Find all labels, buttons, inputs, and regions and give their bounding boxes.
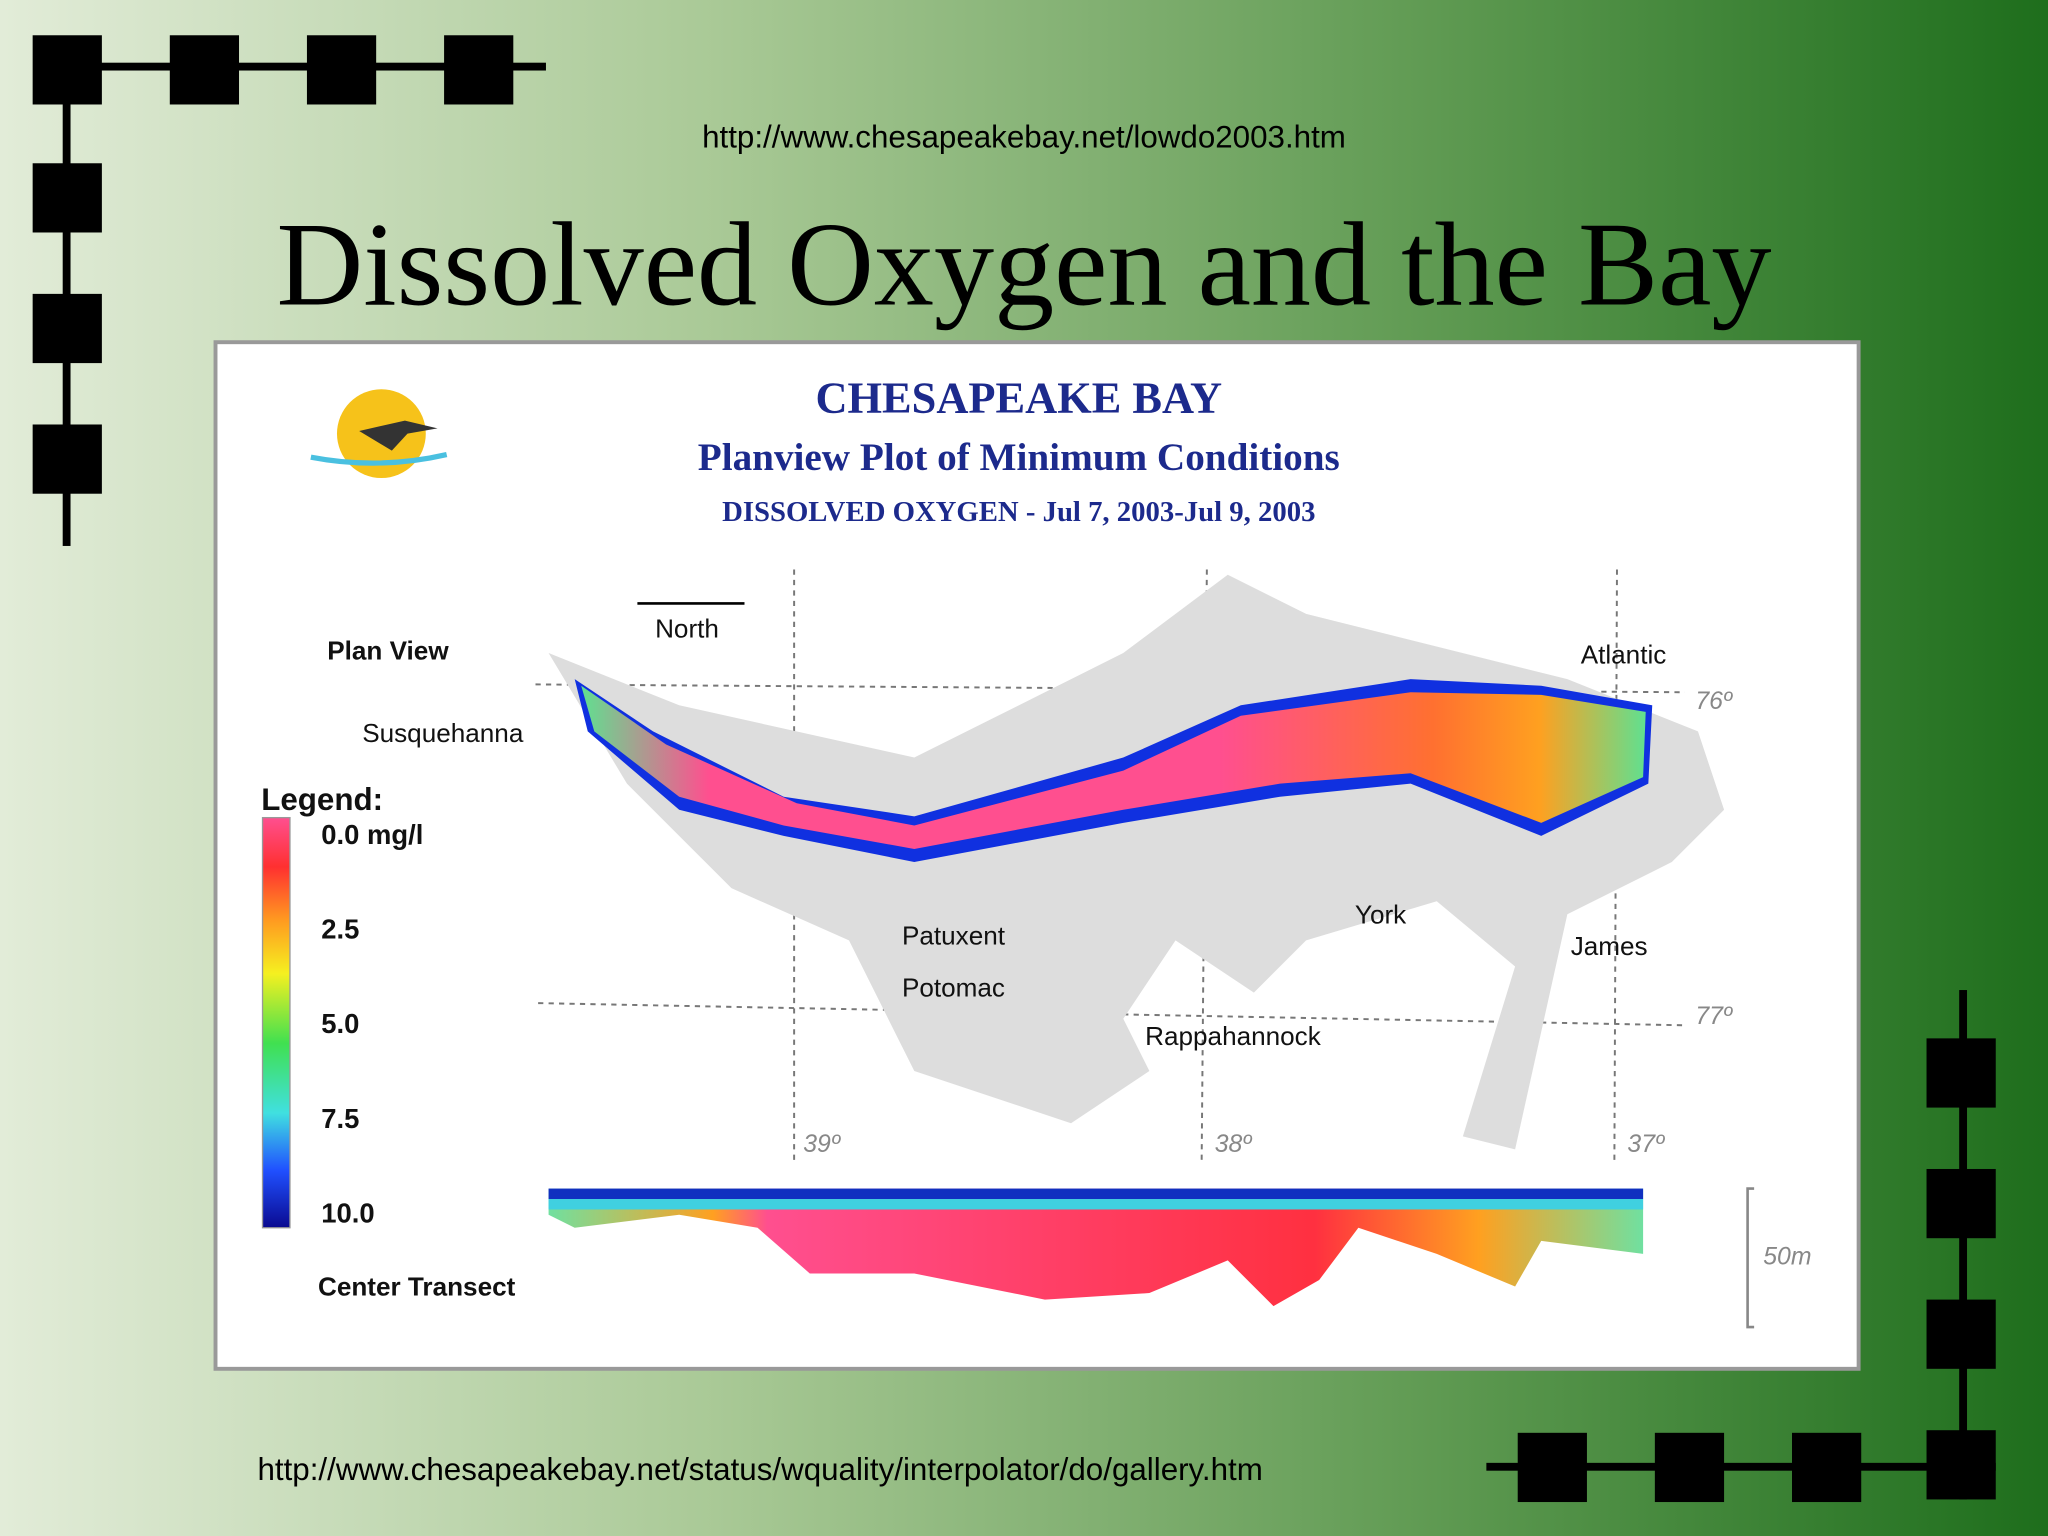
corner-decoration xyxy=(32,35,1996,1503)
figure-title: CHESAPEAKE BAY xyxy=(815,373,1222,423)
figure: CHESAPEAKE BAY Planview Plot of Minimum … xyxy=(213,340,1861,1371)
place-label: York xyxy=(1355,899,1407,929)
gallery-url[interactable]: http://www.chesapeakebay.net/status/wqua… xyxy=(257,1452,1262,1487)
place-label: James xyxy=(1571,931,1648,961)
source-url[interactable]: http://www.chesapeakebay.net/lowdo2003.h… xyxy=(702,120,1346,155)
grid-label: 37º xyxy=(1627,1131,1665,1158)
north-label: North xyxy=(655,613,719,643)
grid-label: 38º xyxy=(1215,1131,1253,1158)
slide-title: Dissolved Oxygen and the Bay xyxy=(276,197,1771,330)
legend-label: 10.0 xyxy=(321,1198,374,1229)
grid-label: 77º xyxy=(1695,1003,1733,1030)
legend-colorbar xyxy=(261,816,291,1229)
place-label: Patuxent xyxy=(902,920,1006,950)
place-label: Rappahannock xyxy=(1145,1021,1322,1051)
place-label: Atlantic xyxy=(1581,640,1667,670)
place-label: Susquehanna xyxy=(362,718,524,748)
legend-title: Legend: xyxy=(261,782,383,817)
legend-label: 7.5 xyxy=(321,1103,359,1134)
place-label: Potomac xyxy=(902,973,1005,1003)
depth-scale-label: 50m xyxy=(1763,1243,1811,1270)
plan-view-label: Plan View xyxy=(327,636,449,666)
legend-label: 5.0 xyxy=(321,1008,359,1039)
figure-subtitle: Planview Plot of Minimum Conditions xyxy=(698,436,1340,479)
center-transect-label: Center Transect xyxy=(318,1272,516,1302)
grid-label: 39º xyxy=(803,1131,841,1158)
legend-label: 2.5 xyxy=(321,913,359,944)
legend-label: 0.0 mg/l xyxy=(321,819,423,850)
grid-label: 76º xyxy=(1695,688,1733,715)
figure-parameter: DISSOLVED OXYGEN - Jul 7, 2003-Jul 9, 20… xyxy=(722,496,1315,528)
